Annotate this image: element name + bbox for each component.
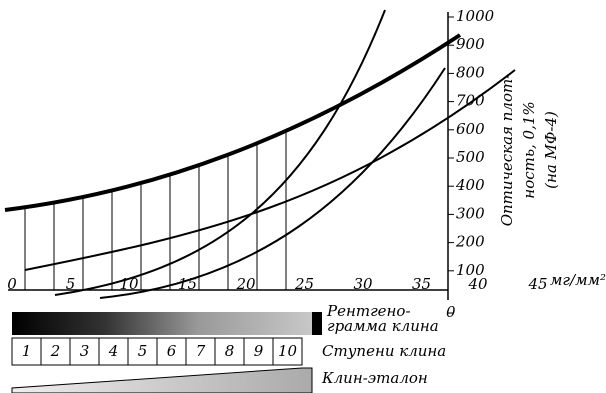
step-label: 5 bbox=[138, 342, 148, 360]
step-label: 9 bbox=[254, 342, 264, 360]
diagram: 10009008007006005004003002001000Оптическ… bbox=[0, 0, 606, 393]
x-tick-label: 25 bbox=[294, 275, 314, 293]
x-axis-unit: мг/мм² bbox=[550, 271, 606, 289]
step-label: 1 bbox=[22, 342, 32, 360]
step-label: 6 bbox=[167, 342, 177, 360]
x-tick-label: 15 bbox=[178, 275, 197, 293]
step-label: 3 bbox=[80, 342, 90, 360]
step-label: 4 bbox=[108, 342, 119, 360]
curve bbox=[5, 35, 460, 210]
y-axis-label: Оптическая плот- bbox=[498, 74, 516, 227]
y-tick-label: 600 bbox=[456, 120, 485, 138]
strip-label: грамма клина bbox=[327, 317, 439, 335]
x-tick-label: 45 bbox=[527, 275, 547, 293]
y-axis-label: ность, 0,1% bbox=[520, 101, 538, 198]
x-tick-label: 40 bbox=[467, 275, 488, 293]
x-tick-label: 5 bbox=[66, 275, 76, 293]
step-label: 8 bbox=[225, 342, 235, 360]
y-tick-label: 1000 bbox=[456, 7, 495, 25]
x-tick-label: 10 bbox=[119, 275, 139, 293]
curve bbox=[100, 68, 445, 298]
y-tick-label: 900 bbox=[456, 35, 485, 53]
y-tick-label: 500 bbox=[456, 148, 485, 166]
y-tick-label: 300 bbox=[456, 204, 485, 222]
y-tick-label: 200 bbox=[455, 233, 485, 251]
step-label: 10 bbox=[278, 342, 298, 360]
wedge bbox=[12, 368, 312, 393]
strip-label: Ступени клина bbox=[322, 342, 446, 360]
strip-label: Клин-эталон bbox=[321, 369, 428, 387]
y-tick-label: 0 bbox=[446, 303, 456, 321]
x-tick-label: 20 bbox=[235, 275, 256, 293]
radiogram-strip bbox=[12, 312, 322, 335]
x-tick-label: 30 bbox=[353, 275, 373, 293]
curve bbox=[55, 10, 385, 295]
x-tick-label: 0 bbox=[7, 275, 17, 293]
step-label: 2 bbox=[50, 342, 61, 360]
curve bbox=[25, 70, 515, 270]
y-axis-label: (на МФ-4) bbox=[542, 111, 560, 189]
y-tick-label: 700 bbox=[456, 92, 485, 110]
radiogram-end bbox=[312, 312, 322, 335]
step-label: 7 bbox=[196, 342, 206, 360]
y-tick-label: 400 bbox=[455, 176, 485, 194]
y-tick-label: 800 bbox=[456, 63, 485, 81]
x-tick-label: 35 bbox=[412, 275, 431, 293]
